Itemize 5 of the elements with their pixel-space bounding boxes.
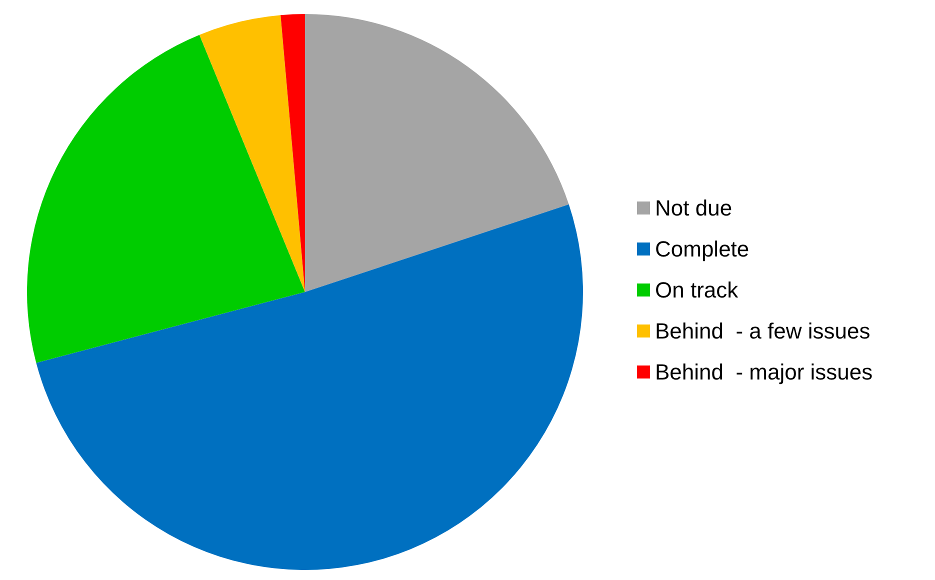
legend-label: Complete <box>655 236 750 262</box>
legend-label: Behind - major issues <box>655 360 873 384</box>
legend-label: On track <box>655 278 740 302</box>
legend-label: Not due <box>655 196 732 220</box>
legend-label: Behind - a few issues <box>655 318 870 344</box>
